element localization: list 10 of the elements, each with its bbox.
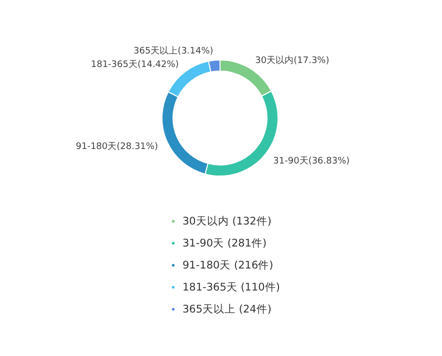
- data-label: 91-180天(28.31%): [76, 140, 158, 152]
- data-label: 30天以内(17.3%): [255, 54, 330, 66]
- legend-label: 91-180天 (216件): [182, 259, 274, 272]
- legend-label: 31-90天 (281件): [182, 237, 267, 250]
- legend-label: 181-365天 (110件): [182, 281, 280, 294]
- legend-label: 30天以内 (132件): [182, 214, 272, 228]
- data-label: 365天以上(3.14%): [134, 45, 214, 56]
- data-label: 31-90天(36.83%): [273, 155, 350, 166]
- legend-label: 365天以上 (24件): [182, 302, 272, 316]
- data-label: 181-365天(14.42%): [90, 58, 179, 70]
